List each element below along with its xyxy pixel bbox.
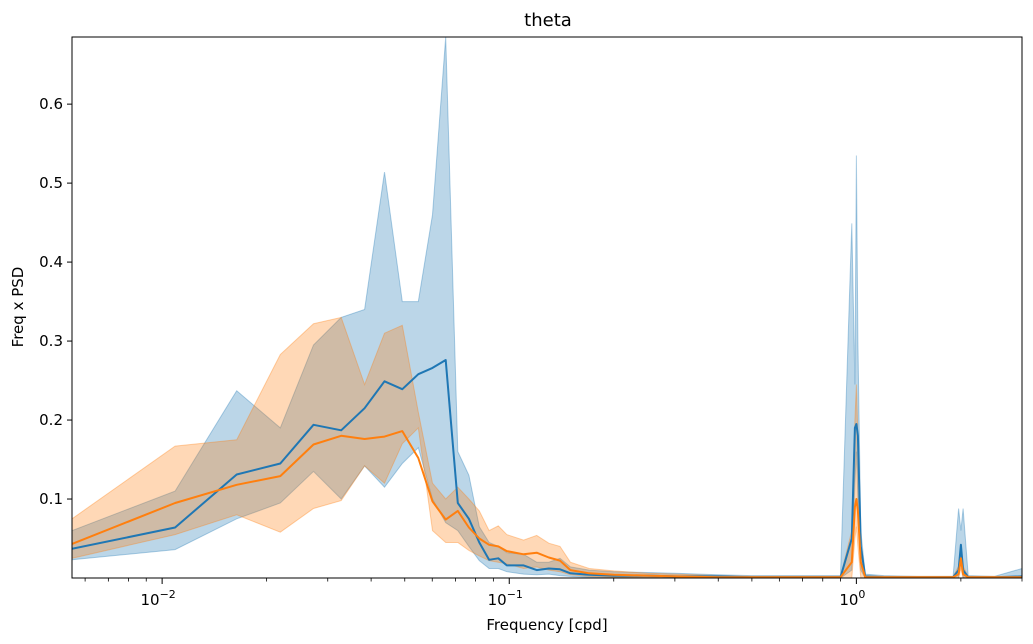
series-0-confidence-band [72,37,1022,578]
plot-area [72,37,1022,578]
series-1-confidence-band [72,316,1022,578]
x-tick-label: 10−2 [140,588,175,609]
x-tick-label: 10−1 [488,588,523,609]
series-1-line [72,430,1022,578]
y-tick-label: 0.5 [39,174,63,192]
x-tick-label: 100 [839,588,865,609]
y-axis: 0.1 0.2 0.3 0.4 0.5 0.6 [39,95,72,508]
y-tick-label: 0.4 [39,253,63,271]
y-axis-label: Freq x PSD [9,267,27,348]
y-tick-label: 0.2 [39,411,63,429]
y-tick-label: 0.1 [39,490,63,508]
y-tick-label: 0.6 [39,95,63,113]
chart-title: theta [524,10,572,31]
x-axis: 10−2 10−1 100 [84,578,1023,609]
axes-frame [71,36,1023,579]
y-tick-label: 0.3 [39,332,63,350]
x-axis-label: Frequency [cpd] [486,616,607,634]
